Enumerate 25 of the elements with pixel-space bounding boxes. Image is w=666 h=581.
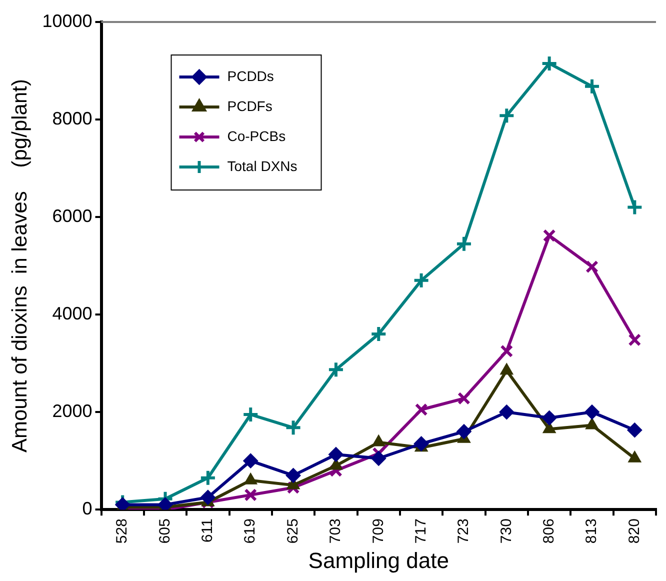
y-tick-label: 6000: [52, 206, 92, 226]
x-tick-label: 723: [455, 518, 472, 544]
legend-label: PCDDs: [227, 68, 274, 84]
x-tick-label: 730: [498, 518, 515, 544]
x-tick-label: 709: [370, 518, 387, 544]
y-tick-label: 0: [82, 498, 92, 519]
legend-label: PCDFs: [227, 98, 272, 114]
x-tick-label: 717: [412, 518, 430, 544]
y-tick-label: 10000: [42, 10, 92, 31]
x-tick-label: 813: [583, 518, 600, 544]
x-tick-label: 625: [284, 518, 302, 544]
y-tick-label: 2000: [52, 401, 92, 422]
x-tick-label: 806: [540, 518, 558, 544]
y-tick-label: 4000: [52, 304, 92, 324]
legend-label: Co-PCBs: [227, 128, 286, 144]
x-tick-label: 611: [199, 518, 216, 542]
y-axis-title: Amount of dioxins in leaves (pg/plant): [8, 79, 32, 453]
x-axis-title: Sampling date: [308, 548, 449, 573]
x-tick-label: 703: [327, 518, 344, 544]
x-tick-label: 528: [114, 518, 131, 544]
legend-label: Total DXNs: [227, 158, 298, 174]
x-tick-label: 820: [626, 518, 643, 544]
x-tick-label: 619: [242, 518, 259, 544]
x-tick-label: 605: [156, 518, 174, 544]
y-tick-label: 8000: [52, 108, 92, 128]
